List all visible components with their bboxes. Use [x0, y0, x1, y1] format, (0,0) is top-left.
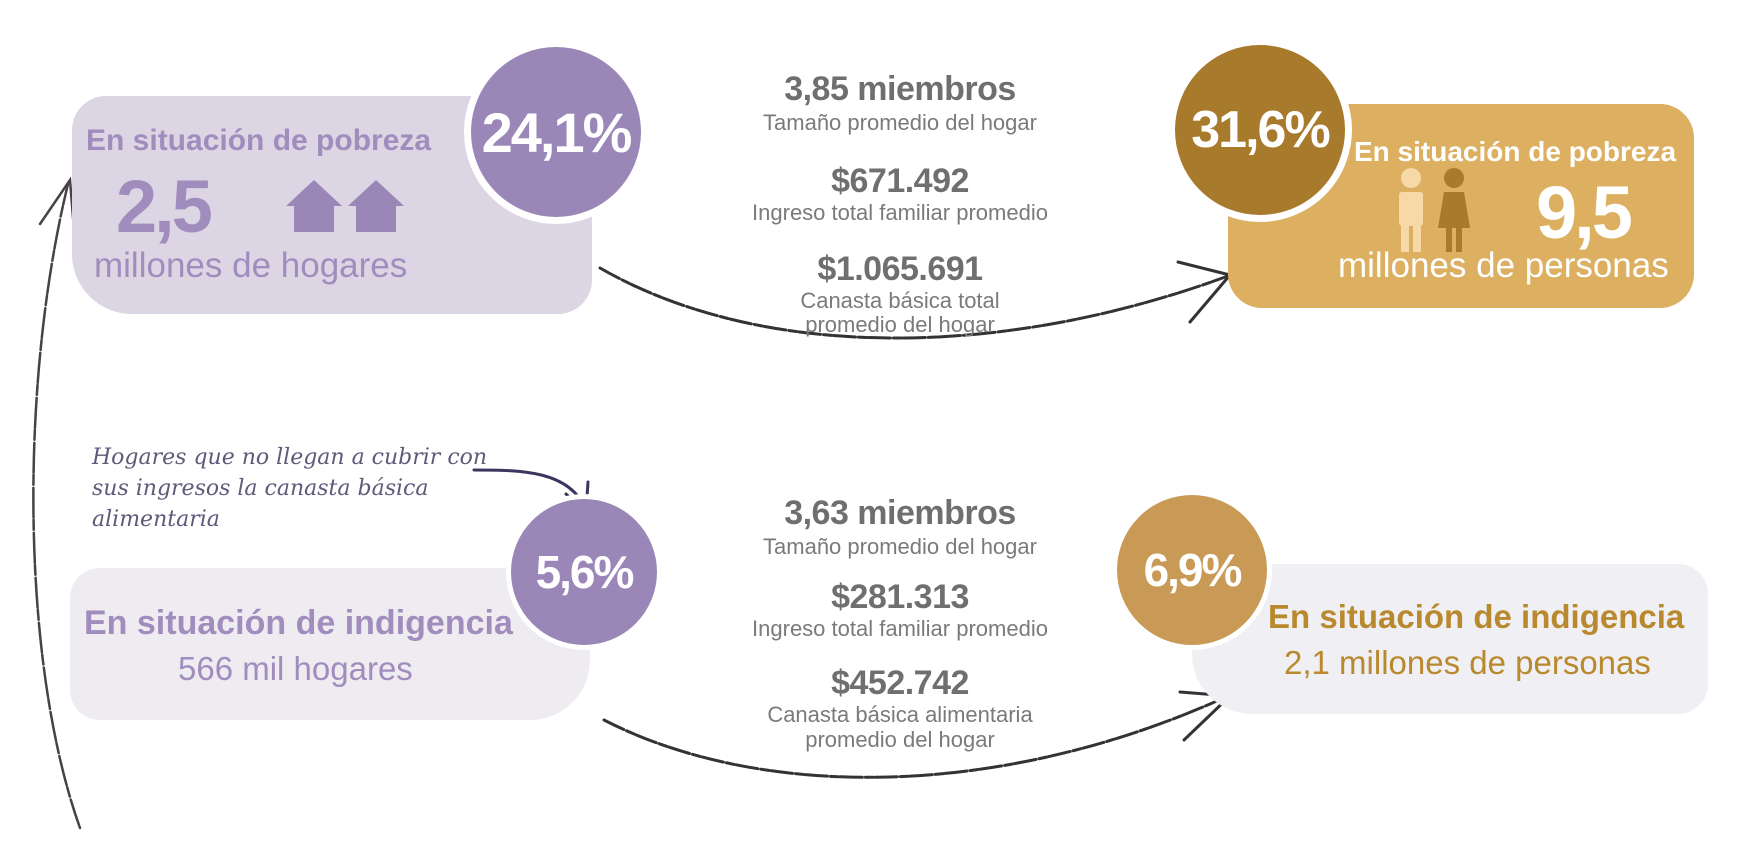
- indigencia-hogares-percent-circle: 5,6%: [506, 494, 662, 650]
- pobreza-personas-percent: 31,6%: [1191, 101, 1330, 159]
- arrow-bottom: [602, 694, 1230, 779]
- indigencia-hogares-unit: 566 mil hogares: [178, 650, 413, 687]
- pobreza-hogares-value: 2,5: [116, 165, 213, 248]
- indigencia-stat-miembros-label: Tamaño promedio del hogar: [763, 534, 1037, 559]
- pobreza-personas-heading: En situación de pobreza: [1354, 136, 1677, 167]
- note-line-2: sus ingresos la canasta básica: [92, 476, 429, 501]
- indigencia-hogares-card: [70, 568, 590, 720]
- pobreza-stat-ingreso-value: $671.492: [831, 162, 969, 200]
- pobreza-personas-percent-circle: 31,6%: [1168, 38, 1352, 222]
- arrow-top: [598, 266, 1230, 340]
- indigencia-personas-percent-circle: 6,9%: [1112, 490, 1272, 650]
- indigencia-stat-miembros-value: 3,63 miembros: [784, 494, 1016, 532]
- indigencia-hogares-percent: 5,6%: [535, 546, 635, 598]
- pobreza-personas-unit: millones de personas: [1338, 246, 1669, 285]
- indigencia-stat-canasta-label-1: Canasta básica alimentaria: [767, 702, 1033, 727]
- pobreza-stat-miembros-label: Tamaño promedio del hogar: [763, 110, 1037, 135]
- indigencia-stat-canasta-value: $452.742: [831, 664, 969, 702]
- pobreza-stat-miembros-value: 3,85 miembros: [784, 70, 1016, 108]
- arrow-left: [32, 182, 82, 830]
- arrow-left-head: [38, 176, 76, 232]
- pobreza-stat-canasta-label-1: Canasta básica total: [800, 288, 1000, 313]
- note-line-1: Hogares que no llegan a cubrir con: [92, 445, 488, 470]
- indigencia-personas-heading: En situación de indigencia: [1268, 598, 1685, 635]
- indigencia-stat-ingreso-value: $281.313: [831, 578, 969, 616]
- pobreza-hogares-percent-circle: 24,1%: [464, 40, 648, 224]
- person-icon: [1399, 168, 1423, 252]
- indigencia-personas-percent: 6,9%: [1143, 544, 1243, 596]
- note-line-3: alimentaria: [92, 507, 220, 532]
- pobreza-hogares-unit: millones de hogares: [94, 246, 408, 285]
- indigencia-stat-ingreso-label: Ingreso total familiar promedio: [752, 616, 1048, 641]
- pobreza-stat-canasta-value: $1.065.691: [817, 250, 983, 288]
- house-icon: [286, 180, 342, 232]
- indigencia-stat-canasta-label-2: promedio del hogar: [805, 727, 995, 752]
- indigencia-personas-card: [1192, 564, 1708, 714]
- pobreza-stat-ingreso-label: Ingreso total familiar promedio: [752, 200, 1048, 225]
- pobreza-personas-value: 9,5: [1536, 171, 1633, 254]
- pobreza-hogares-heading: En situación de pobreza: [86, 124, 432, 157]
- person-icon: [1438, 168, 1470, 252]
- indigencia-hogares-heading: En situación de indigencia: [84, 604, 513, 642]
- pobreza-hogares-percent: 24,1%: [481, 100, 633, 164]
- house-icon: [348, 180, 404, 232]
- pobreza-stat-canasta-label-2: promedio del hogar: [805, 312, 995, 337]
- indigencia-personas-unit: 2,1 millones de personas: [1284, 644, 1651, 681]
